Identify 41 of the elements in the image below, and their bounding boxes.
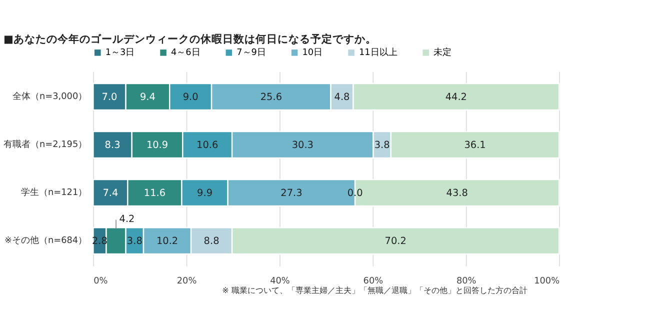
data-label: 9.0: [182, 92, 198, 103]
data-label: 10.6: [196, 140, 218, 151]
data-label: 3.8: [374, 140, 390, 151]
data-label: 30.3: [292, 140, 314, 151]
data-label: 25.6: [260, 92, 282, 103]
x-tick-label: 40%: [270, 276, 290, 286]
y-tick-label: ※その他（n=684）: [4, 235, 88, 246]
legend-label: 4～6日: [170, 48, 200, 58]
data-label: 4.8: [334, 92, 350, 103]
data-label: 43.8: [446, 188, 468, 200]
data-label: 7.0: [102, 92, 118, 103]
data-label: 10.2: [156, 236, 178, 248]
data-label: 8.8: [204, 236, 220, 248]
legend-label: 未定: [434, 47, 452, 58]
data-label: 4.2: [119, 214, 135, 226]
data-label: 9.4: [140, 92, 156, 103]
legend-label: 11日以上: [358, 47, 398, 58]
data-label: 36.1: [464, 140, 486, 151]
x-tick-label: 60%: [363, 276, 384, 286]
data-label: 70.2: [384, 236, 406, 248]
x-tick-label: 0%: [94, 276, 108, 286]
chart-title: ■あなたの今年のゴールデンウィークの休暇日数は何日になる予定ですか。: [4, 32, 376, 46]
data-label: 0.0: [347, 188, 363, 200]
text: ※ 職業について、「専業主婦／主夫」「無職／退職」「その他」と回答した方の合計: [222, 284, 528, 295]
legend-label: 1～3日: [105, 48, 135, 58]
y-tick-label: 学生（n=121）: [21, 187, 88, 198]
data-label: 11.6: [144, 188, 166, 200]
data-label: 8.3: [104, 140, 120, 151]
data-label: 44.2: [445, 92, 467, 103]
data-label: 3.8: [126, 236, 142, 248]
y-tick-label: 全体（n=3,000）: [12, 91, 88, 102]
legend-label: 7～9日: [236, 48, 266, 58]
x-tick-label: 80%: [456, 276, 476, 286]
x-tick-label: 20%: [176, 276, 197, 286]
data-label: 7.4: [102, 188, 118, 200]
data-label: 27.3: [280, 188, 302, 200]
legend-label: 10日: [302, 48, 323, 58]
data-label: 10.9: [146, 140, 168, 151]
data-label: 9.9: [197, 188, 213, 200]
x-tick-label: 100%: [534, 276, 560, 286]
y-tick-label: 有職者（n=2,195）: [4, 139, 88, 150]
